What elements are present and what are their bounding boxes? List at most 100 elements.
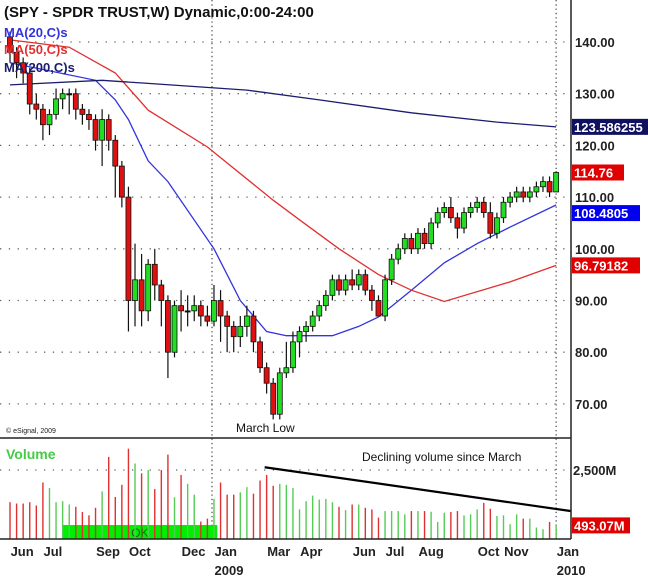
candle-body <box>480 201 487 214</box>
candle <box>92 114 99 151</box>
candle-body <box>520 191 527 198</box>
candle <box>151 248 158 301</box>
x-year-label: 2010 <box>557 563 586 578</box>
candle <box>125 186 132 332</box>
x-tick-label: Oct <box>478 544 500 559</box>
candle-body <box>230 325 237 338</box>
candle-body <box>382 279 388 317</box>
candle <box>270 378 277 420</box>
candle <box>138 253 145 327</box>
legend-ma200: MA(200,C)s <box>4 60 75 75</box>
candle-body <box>487 212 494 234</box>
candle-body <box>40 108 46 126</box>
x-year-label: 2009 <box>215 563 244 578</box>
x-tick-label: Oct <box>129 544 151 559</box>
candle-body <box>270 382 277 415</box>
candle <box>388 253 395 285</box>
candle <box>59 88 66 110</box>
volume-tick-label: 2,500M <box>573 463 616 478</box>
candle <box>533 181 540 198</box>
candle <box>303 321 310 342</box>
volume-last-label: 493.07M <box>574 518 625 533</box>
last-value-badge <box>572 118 648 135</box>
candle <box>237 316 244 348</box>
last-value-label: 108.4805 <box>574 206 628 221</box>
candle <box>494 212 500 239</box>
ma200-line <box>9 79 557 128</box>
candle-body <box>79 108 86 115</box>
legend-ma50: MA(50,C)s <box>4 42 68 57</box>
candle-body <box>546 181 553 193</box>
last-value-label: 114.76 <box>574 165 613 180</box>
candle <box>309 310 316 332</box>
candle <box>263 362 270 394</box>
candle-body <box>441 207 448 214</box>
candle <box>553 171 560 193</box>
candle <box>46 109 53 136</box>
candle <box>112 135 119 198</box>
candle-body <box>540 181 546 188</box>
candle <box>513 186 520 203</box>
candle-body <box>197 305 204 317</box>
candle <box>368 284 375 311</box>
candle <box>316 300 323 322</box>
legend-ma20: MA(20,C)s <box>4 25 68 40</box>
x-tick-label: Nov <box>504 544 529 559</box>
candle-body <box>309 315 316 327</box>
x-tick-label: Apr <box>300 544 322 559</box>
candle <box>79 104 86 125</box>
candle <box>290 331 296 373</box>
candle <box>441 202 448 218</box>
candle <box>217 290 224 342</box>
candle-body <box>112 139 119 167</box>
candle <box>257 336 263 373</box>
candle <box>72 88 79 120</box>
candle <box>184 295 191 327</box>
candle <box>375 295 382 317</box>
candle-body <box>72 93 79 110</box>
candle-body <box>342 279 349 291</box>
x-tick-label: Jul <box>43 544 62 559</box>
candle <box>355 269 362 291</box>
candle-body <box>92 119 99 141</box>
candle-body <box>355 274 362 286</box>
candle <box>105 114 112 151</box>
volume-bars: OK <box>9 448 572 540</box>
x-tick-label: Dec <box>182 544 206 559</box>
candle-body <box>513 191 520 198</box>
candle <box>283 341 290 379</box>
candle <box>204 305 211 327</box>
price-tick-label: 100.00 <box>575 242 615 257</box>
candle-body <box>26 72 33 105</box>
candle <box>243 305 250 337</box>
candle <box>480 197 487 218</box>
candle <box>132 243 138 327</box>
volume-trendline <box>264 466 572 513</box>
candle <box>33 93 40 120</box>
axis-labels: 140.00 130.00 120.00 110.00 100.00 90.00 80.00… <box>11 35 648 578</box>
candle <box>382 274 388 322</box>
candle-body <box>151 263 158 286</box>
price-tick-label: 70.00 <box>575 397 608 412</box>
candle-body <box>283 367 290 374</box>
candle <box>454 212 461 239</box>
candle <box>342 274 349 296</box>
candle-body <box>99 119 106 141</box>
candle-body <box>125 196 132 301</box>
candle-body <box>533 186 540 193</box>
candle <box>20 57 27 84</box>
candle-body <box>171 305 178 353</box>
candle-body <box>237 325 244 338</box>
candle-body <box>401 238 408 250</box>
candle <box>362 269 369 296</box>
candle <box>336 274 342 296</box>
candle-body <box>388 258 395 281</box>
candle <box>230 321 237 353</box>
candle-body <box>33 103 40 110</box>
candle-body <box>349 279 356 286</box>
price-tick-label: 90.00 <box>575 294 608 309</box>
candle-body <box>494 217 500 234</box>
candle-body <box>322 294 329 307</box>
candle-body <box>204 315 211 322</box>
candle <box>224 310 231 353</box>
